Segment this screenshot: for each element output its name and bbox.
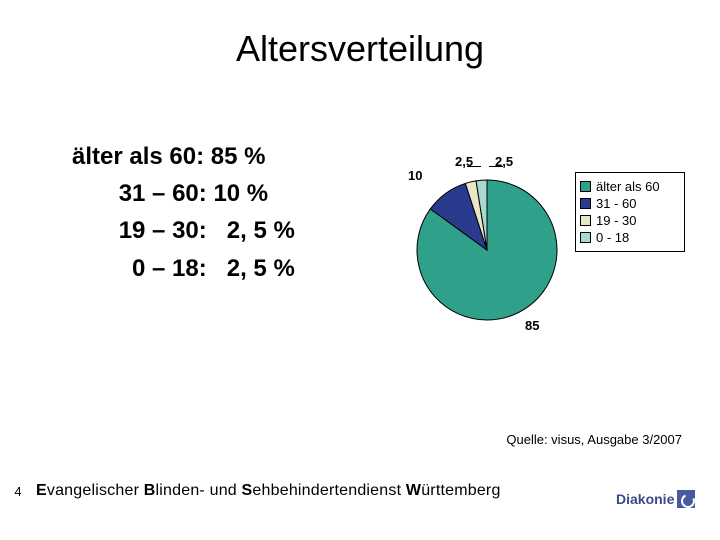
- legend-label: 19 - 30: [596, 213, 636, 228]
- stat-value: 2, 5 %: [213, 217, 294, 244]
- legend-item: 31 - 60: [580, 196, 680, 211]
- stat-label: 0 – 18:: [132, 255, 207, 282]
- diakonie-logo: Diakonie: [616, 488, 696, 510]
- legend-item: älter als 60: [580, 179, 680, 194]
- stat-value: 85 %: [211, 143, 266, 170]
- pie-data-label: 85: [525, 318, 539, 333]
- pie-canvas: [405, 158, 570, 323]
- footer: 4 Evangelischer Blinden- und Sehbehinder…: [0, 476, 720, 506]
- legend-label: älter als 60: [596, 179, 660, 194]
- logo-text: Diakonie: [616, 491, 674, 507]
- stat-label: 19 – 30:: [119, 217, 207, 244]
- footer-text: Evangelischer Blinden- und Sehbehinderte…: [36, 482, 501, 500]
- legend-item: 19 - 30: [580, 213, 680, 228]
- footer-cap: S: [242, 482, 253, 499]
- legend-swatch: [580, 181, 591, 192]
- footer-cap: W: [406, 482, 421, 499]
- stat-row: 0 – 18: 2, 5 %: [72, 250, 295, 287]
- stat-label: 31 – 60:: [119, 180, 207, 207]
- legend-swatch: [580, 232, 591, 243]
- footer-seg: ürttemberg: [421, 482, 500, 499]
- legend-label: 0 - 18: [596, 230, 629, 245]
- legend: älter als 60 31 - 60 19 - 30 0 - 18: [575, 172, 685, 252]
- legend-label: 31 - 60: [596, 196, 636, 211]
- stat-label: älter als 60:: [72, 143, 204, 170]
- pie-chart: älter als 6031 - 6019 - 300 - 18 2,52,51…: [380, 138, 690, 328]
- footer-cap: B: [144, 482, 156, 499]
- stats-block: älter als 60: 85 % 31 – 60: 10 % 19 – 30…: [72, 138, 295, 287]
- footer-seg: ehbehindertendienst: [252, 482, 405, 499]
- footer-seg: vangelischer: [47, 482, 144, 499]
- legend-item: 0 - 18: [580, 230, 680, 245]
- stat-row: älter als 60: 85 %: [72, 138, 295, 175]
- footer-seg: linden- und: [156, 482, 242, 499]
- footer-cap: E: [36, 482, 47, 499]
- logo-icon: [677, 490, 695, 508]
- stat-row: 19 – 30: 2, 5 %: [72, 212, 295, 249]
- source-text: Quelle: visus, Ausgabe 3/2007: [506, 432, 682, 447]
- leader-line: [467, 166, 481, 167]
- pie-data-label: 10: [408, 168, 422, 183]
- page-title: Altersverteilung: [0, 28, 720, 70]
- stat-value: 2, 5 %: [213, 255, 294, 282]
- stat-row: 31 – 60: 10 %: [72, 175, 295, 212]
- leader-line: [489, 166, 503, 167]
- page-number: 4: [4, 484, 32, 499]
- slide: Altersverteilung älter als 60: 85 % 31 –…: [0, 0, 720, 540]
- stat-value: 10 %: [213, 180, 268, 207]
- legend-swatch: [580, 215, 591, 226]
- legend-swatch: [580, 198, 591, 209]
